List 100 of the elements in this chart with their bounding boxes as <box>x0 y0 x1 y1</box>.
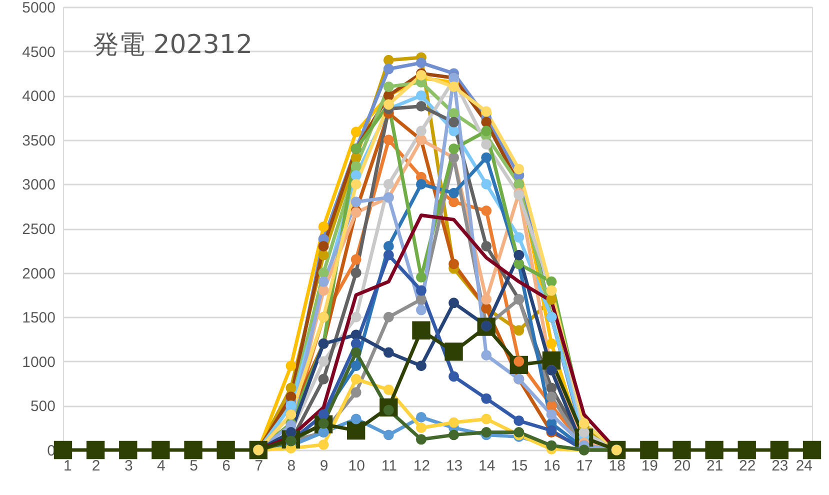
point <box>350 170 362 181</box>
point <box>448 417 460 428</box>
point <box>546 276 557 287</box>
point <box>86 440 105 460</box>
point <box>448 430 460 440</box>
x-tick-label: 1 <box>64 458 72 474</box>
point <box>481 152 492 163</box>
y-tick-label: 5000 <box>22 0 56 16</box>
point <box>481 139 492 150</box>
text: 発電 202312 <box>93 30 253 60</box>
point <box>416 90 426 101</box>
point <box>481 427 492 438</box>
point <box>318 268 329 278</box>
x-tick-label: 10 <box>348 458 365 474</box>
point <box>416 285 426 296</box>
point <box>514 427 524 438</box>
point <box>448 82 460 92</box>
point <box>383 134 394 146</box>
point <box>286 360 296 372</box>
point <box>444 342 463 361</box>
point <box>416 422 426 434</box>
point <box>546 338 557 349</box>
x-tick-label: 21 <box>706 458 724 474</box>
point <box>350 178 362 190</box>
y-tick-label: 2500 <box>22 221 56 238</box>
point <box>350 338 362 349</box>
point <box>383 64 394 74</box>
point <box>350 387 362 398</box>
x-tick-label: 16 <box>544 458 560 474</box>
point <box>383 54 394 66</box>
x-tick-label: 7 <box>254 458 264 474</box>
x-tick-label: 20 <box>674 458 691 474</box>
x-tick-label: 9 <box>320 458 328 474</box>
point <box>546 294 557 305</box>
point <box>416 126 426 136</box>
x-tick-label: 4 <box>157 458 166 474</box>
point <box>350 161 362 172</box>
point <box>383 312 394 322</box>
point <box>383 178 394 190</box>
point <box>448 116 460 128</box>
point <box>738 440 756 460</box>
point <box>350 126 362 138</box>
point <box>481 414 492 424</box>
point <box>481 178 492 190</box>
point <box>514 250 524 260</box>
point <box>383 347 394 358</box>
point <box>448 196 460 208</box>
point <box>318 276 329 287</box>
point <box>412 321 430 340</box>
x-tick-label: 3 <box>124 458 133 474</box>
x-tick-label: 8 <box>287 458 296 474</box>
x-tick-label: 23 <box>772 458 788 474</box>
point <box>119 440 138 460</box>
y-tick-label: 1000 <box>22 354 56 371</box>
point <box>481 126 492 136</box>
point <box>672 440 691 460</box>
point <box>54 440 72 460</box>
point <box>350 347 362 358</box>
point <box>448 188 460 198</box>
point <box>546 409 557 420</box>
point <box>448 371 460 382</box>
point <box>383 384 394 395</box>
point <box>448 298 460 308</box>
x-tick-label: 5 <box>190 458 198 474</box>
y-tick-label: 4500 <box>22 44 56 61</box>
point <box>416 304 426 316</box>
point <box>416 294 426 305</box>
point <box>514 232 524 243</box>
point <box>546 392 557 402</box>
point <box>416 412 426 422</box>
point <box>481 240 492 252</box>
y-tick-label: 2000 <box>22 265 56 282</box>
x-tick-label: 19 <box>641 458 658 474</box>
point <box>152 440 170 460</box>
point <box>350 312 362 322</box>
point <box>350 374 362 384</box>
point <box>514 164 524 174</box>
x-tick-label: 15 <box>511 458 528 474</box>
point <box>318 374 329 384</box>
y-tick-label: 3000 <box>22 176 56 194</box>
point <box>416 272 426 282</box>
point <box>350 254 362 265</box>
y-tick-label: 3500 <box>22 132 56 150</box>
point <box>416 360 426 372</box>
point <box>546 382 557 394</box>
point <box>350 414 362 424</box>
x-tick-label: 6 <box>222 458 230 474</box>
x-tick-label: 22 <box>739 458 756 474</box>
x-tick-label: 14 <box>478 458 496 474</box>
x-tick-label: 17 <box>576 458 593 474</box>
point <box>640 440 658 460</box>
point <box>514 325 524 336</box>
point <box>416 101 426 112</box>
point <box>770 440 789 460</box>
point <box>318 439 329 450</box>
point <box>802 440 822 460</box>
point <box>347 421 366 440</box>
point <box>184 440 202 460</box>
x-tick-label: 18 <box>608 458 626 474</box>
point <box>705 440 724 460</box>
